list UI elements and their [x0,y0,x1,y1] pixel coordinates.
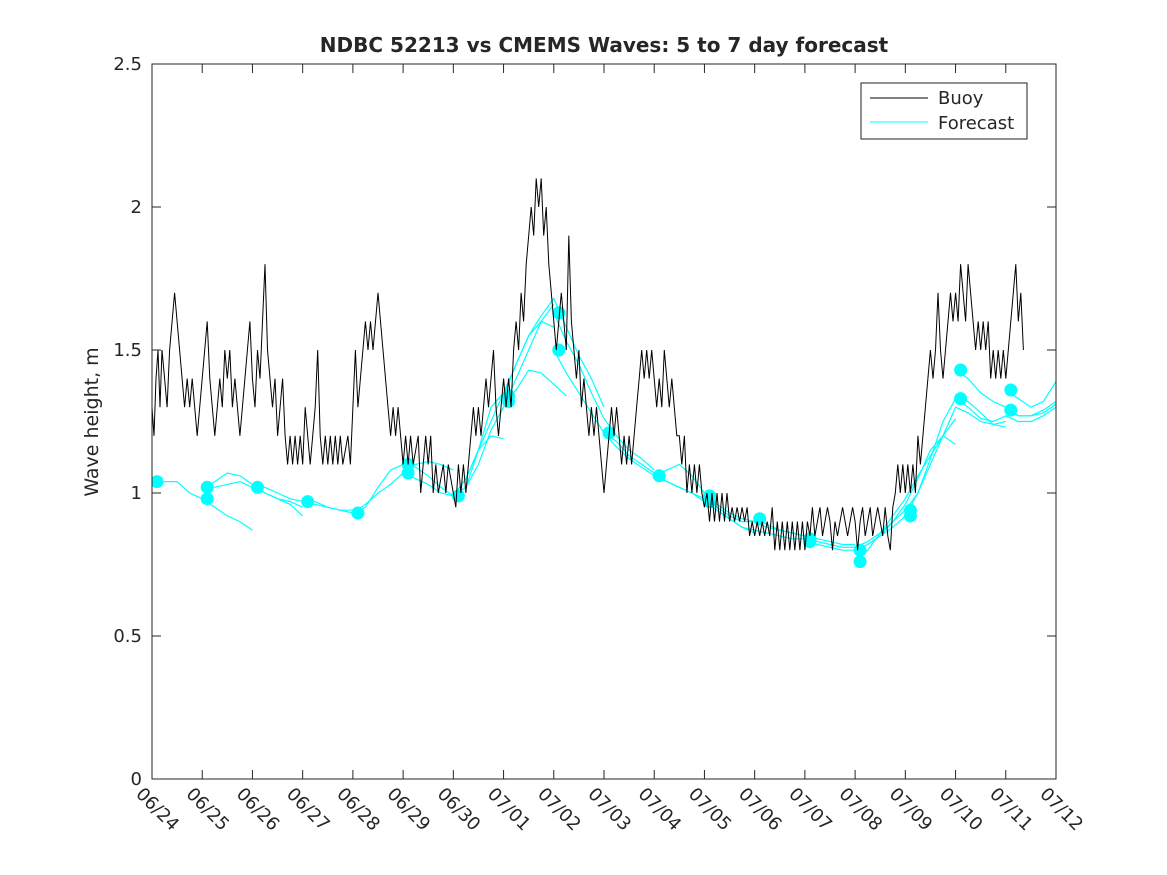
forecast-marker-27 [1004,403,1018,417]
forecast-marker-8 [451,489,465,503]
forecast-marker-25 [954,392,968,406]
forecast-segment-18 [704,501,805,540]
buoy-series-line [152,178,1024,551]
forecast-marker-24 [954,363,968,377]
forecast-marker-12 [552,343,566,357]
forecast-marker-2 [200,492,214,506]
forecast-segment-28 [1005,381,1056,408]
y-tick-label: 1.5 [113,340,142,361]
legend-label-forecast: Forecast [938,113,1014,134]
forecast-marker-3 [251,480,264,494]
y-tick-label: 2.5 [113,54,142,75]
y-tick-label: 1 [131,483,142,504]
forecast-marker-4 [301,495,315,509]
forecast-marker-10 [502,389,516,403]
y-axis-label: Wave height, m [81,347,103,496]
forecast-segment-25 [904,406,1006,517]
legend: Buoy Forecast [860,82,1028,140]
forecast-marker-14 [652,469,666,483]
forecast-marker-5 [351,506,365,520]
forecast-marker-0 [152,475,164,489]
forecast-segment-11 [503,297,605,408]
forecast-segment-10 [503,369,567,402]
legend-box [860,82,1028,140]
legend-label-buoy: Buoy [938,88,984,109]
forecast-marker-7 [401,466,415,480]
forecast-marker-20 [853,543,867,557]
forecast-marker-11 [552,306,566,320]
forecast-marker-19 [803,535,817,549]
forecast-segment-27 [955,398,1056,423]
forecast-segment-22 [854,435,956,551]
forecast-segment-8 [452,303,555,497]
plot-area [152,178,1056,569]
forecast-marker-26 [1004,383,1018,397]
y-tick-label: 2 [131,197,142,218]
y-tick-label: 0.5 [113,626,142,647]
y-tick-label: 0 [131,769,142,790]
forecast-marker-1 [200,480,214,494]
forecast-marker-17 [753,512,767,526]
forecast-marker-23 [903,509,917,523]
chart-title: NDBC 52213 vs CMEMS Waves: 5 to 7 day fo… [320,33,889,57]
forecast-marker-21 [853,555,867,569]
forecast-segment-23 [854,418,957,563]
forecast-segment-12 [553,312,655,471]
